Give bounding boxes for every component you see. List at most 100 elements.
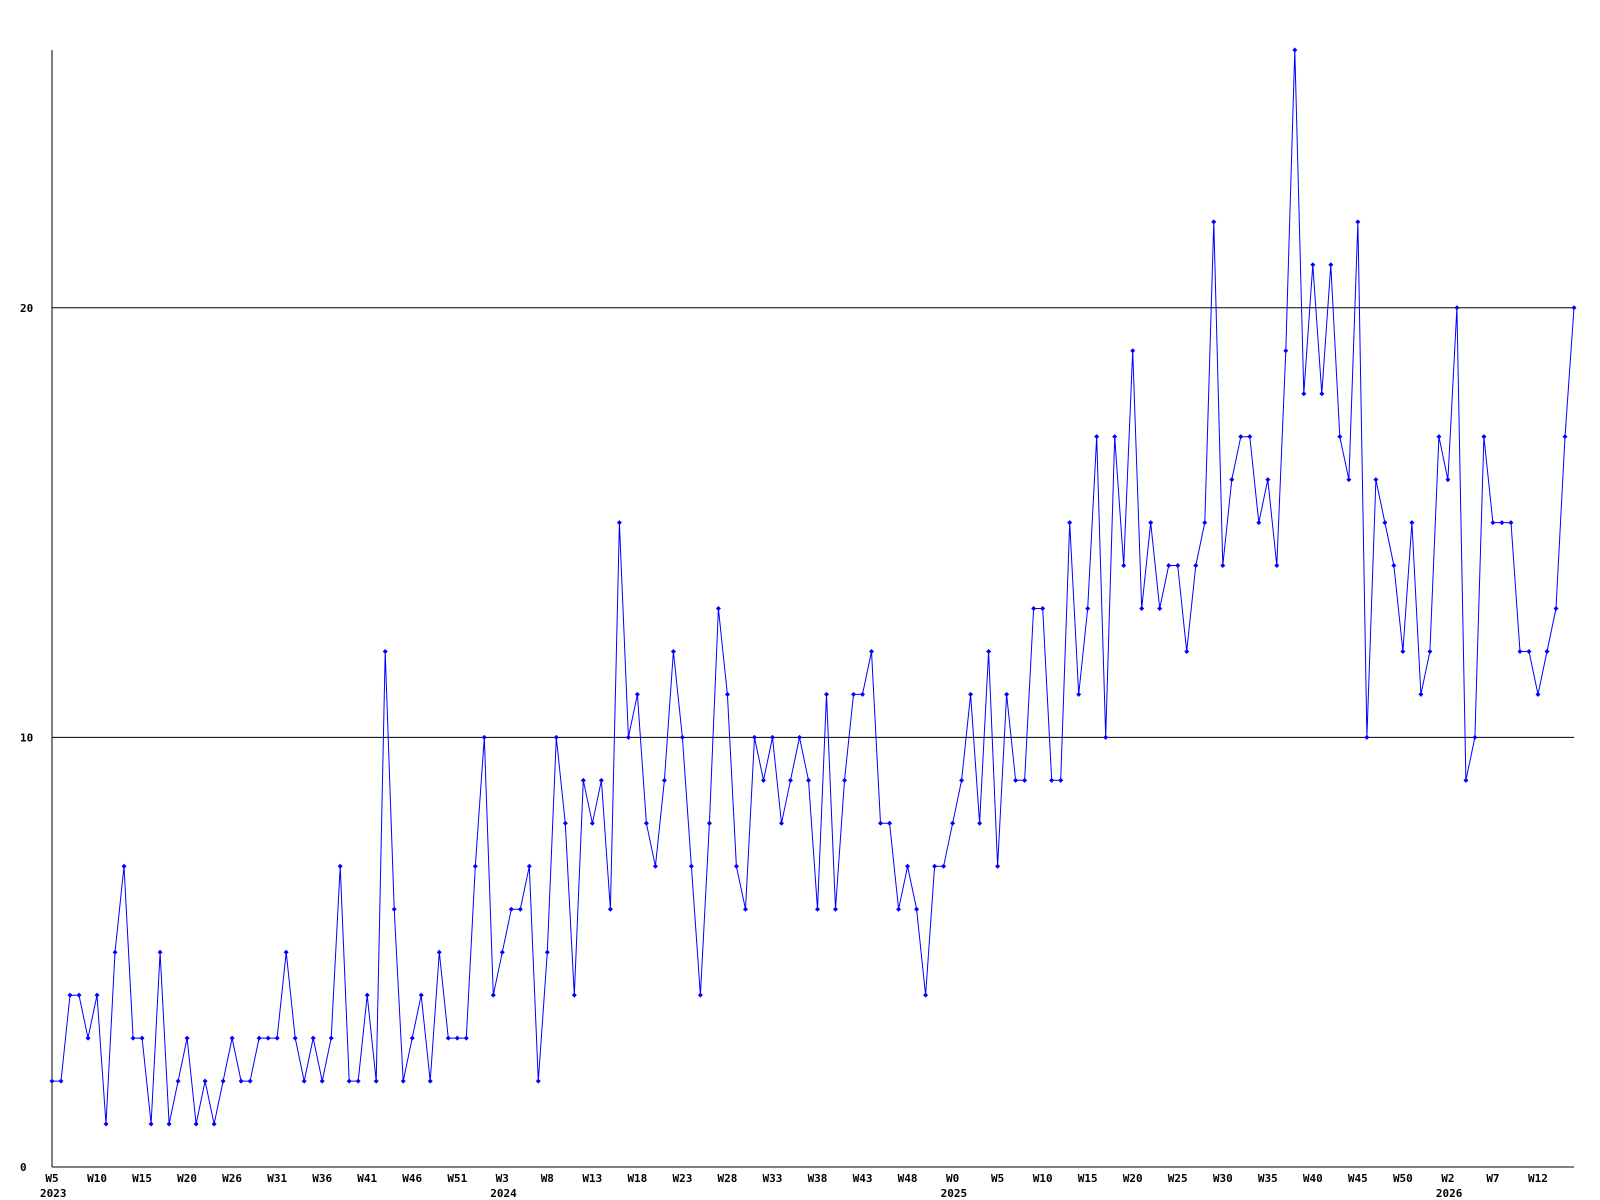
x-tick-label: W2 — [1441, 1172, 1454, 1185]
point — [139, 1035, 145, 1041]
point — [427, 1078, 433, 1084]
point — [292, 1035, 298, 1041]
point — [1292, 47, 1298, 53]
x-tick-label: W10 — [87, 1172, 107, 1185]
x-tick-label: W51 — [447, 1172, 467, 1185]
point — [1013, 777, 1019, 783]
point — [1373, 477, 1379, 483]
point — [175, 1078, 181, 1084]
point — [950, 820, 956, 826]
x-tick-label: W10 — [1033, 1172, 1053, 1185]
x-tick-label: W5 — [991, 1172, 1004, 1185]
point — [1445, 477, 1451, 483]
point — [121, 863, 127, 869]
point — [1202, 520, 1208, 526]
point — [1193, 563, 1199, 569]
point — [1139, 606, 1145, 611]
x-tick-label: W38 — [808, 1172, 828, 1185]
point — [670, 648, 676, 654]
point — [661, 777, 667, 783]
point — [833, 906, 839, 912]
point — [1274, 563, 1280, 569]
point — [1022, 777, 1028, 783]
point — [157, 949, 163, 955]
point — [787, 777, 793, 783]
point — [256, 1035, 262, 1041]
point — [1346, 477, 1352, 483]
point — [1220, 563, 1226, 569]
point — [103, 1121, 109, 1127]
point — [869, 648, 875, 654]
x-tick-label: W18 — [627, 1172, 647, 1185]
point — [166, 1121, 172, 1127]
point — [409, 1035, 415, 1041]
point — [112, 949, 118, 955]
x-tick-label: W36 — [312, 1172, 332, 1185]
point — [1085, 606, 1091, 611]
point — [607, 906, 613, 912]
point — [1067, 520, 1073, 526]
point — [896, 906, 902, 912]
point — [1319, 391, 1325, 397]
point — [824, 691, 830, 697]
point — [1103, 734, 1109, 740]
point — [130, 1035, 136, 1041]
x-tick-label: W35 — [1258, 1172, 1278, 1185]
point — [1004, 691, 1010, 697]
point — [1472, 734, 1478, 740]
x-tick-label: W41 — [357, 1172, 377, 1185]
point — [220, 1078, 226, 1084]
point — [1040, 606, 1046, 611]
point — [1301, 391, 1307, 397]
point — [346, 1078, 352, 1084]
x-tick-label: W23 — [672, 1172, 692, 1185]
point — [760, 777, 766, 783]
point — [589, 820, 595, 826]
x-tick-label: W15 — [132, 1172, 152, 1185]
point — [598, 777, 604, 783]
x-tick-label: W25 — [1168, 1172, 1188, 1185]
point — [382, 648, 388, 654]
point — [193, 1121, 199, 1127]
x-tick-label: W7 — [1486, 1172, 1499, 1185]
point — [1418, 691, 1424, 697]
point — [815, 906, 821, 912]
point — [454, 1035, 460, 1041]
year-label: 2024 — [490, 1187, 517, 1200]
point — [1517, 648, 1523, 654]
point — [1382, 520, 1388, 526]
point — [914, 906, 920, 912]
point — [553, 734, 559, 740]
point — [634, 691, 640, 697]
point — [733, 863, 739, 869]
x-tick-label: W8 — [541, 1172, 554, 1185]
point — [319, 1078, 325, 1084]
point — [58, 1078, 64, 1084]
point — [202, 1078, 208, 1084]
point — [941, 863, 947, 869]
point — [625, 734, 631, 740]
point — [1535, 691, 1541, 697]
point — [1265, 477, 1271, 483]
point — [571, 992, 577, 998]
point — [1436, 434, 1442, 440]
point — [616, 520, 622, 526]
point — [418, 992, 424, 998]
x-tick-label: W5 — [45, 1172, 58, 1185]
point — [1454, 305, 1460, 311]
point — [1175, 563, 1181, 569]
point — [1049, 777, 1055, 783]
x-tick-label: W20 — [1123, 1172, 1143, 1185]
point — [1094, 434, 1100, 440]
point — [1400, 648, 1406, 654]
point — [724, 691, 730, 697]
point — [805, 777, 811, 783]
point — [445, 1035, 451, 1041]
point — [517, 906, 523, 912]
point — [1409, 520, 1415, 526]
x-tick-label: W15 — [1078, 1172, 1098, 1185]
point — [1283, 348, 1289, 354]
point — [391, 906, 397, 912]
